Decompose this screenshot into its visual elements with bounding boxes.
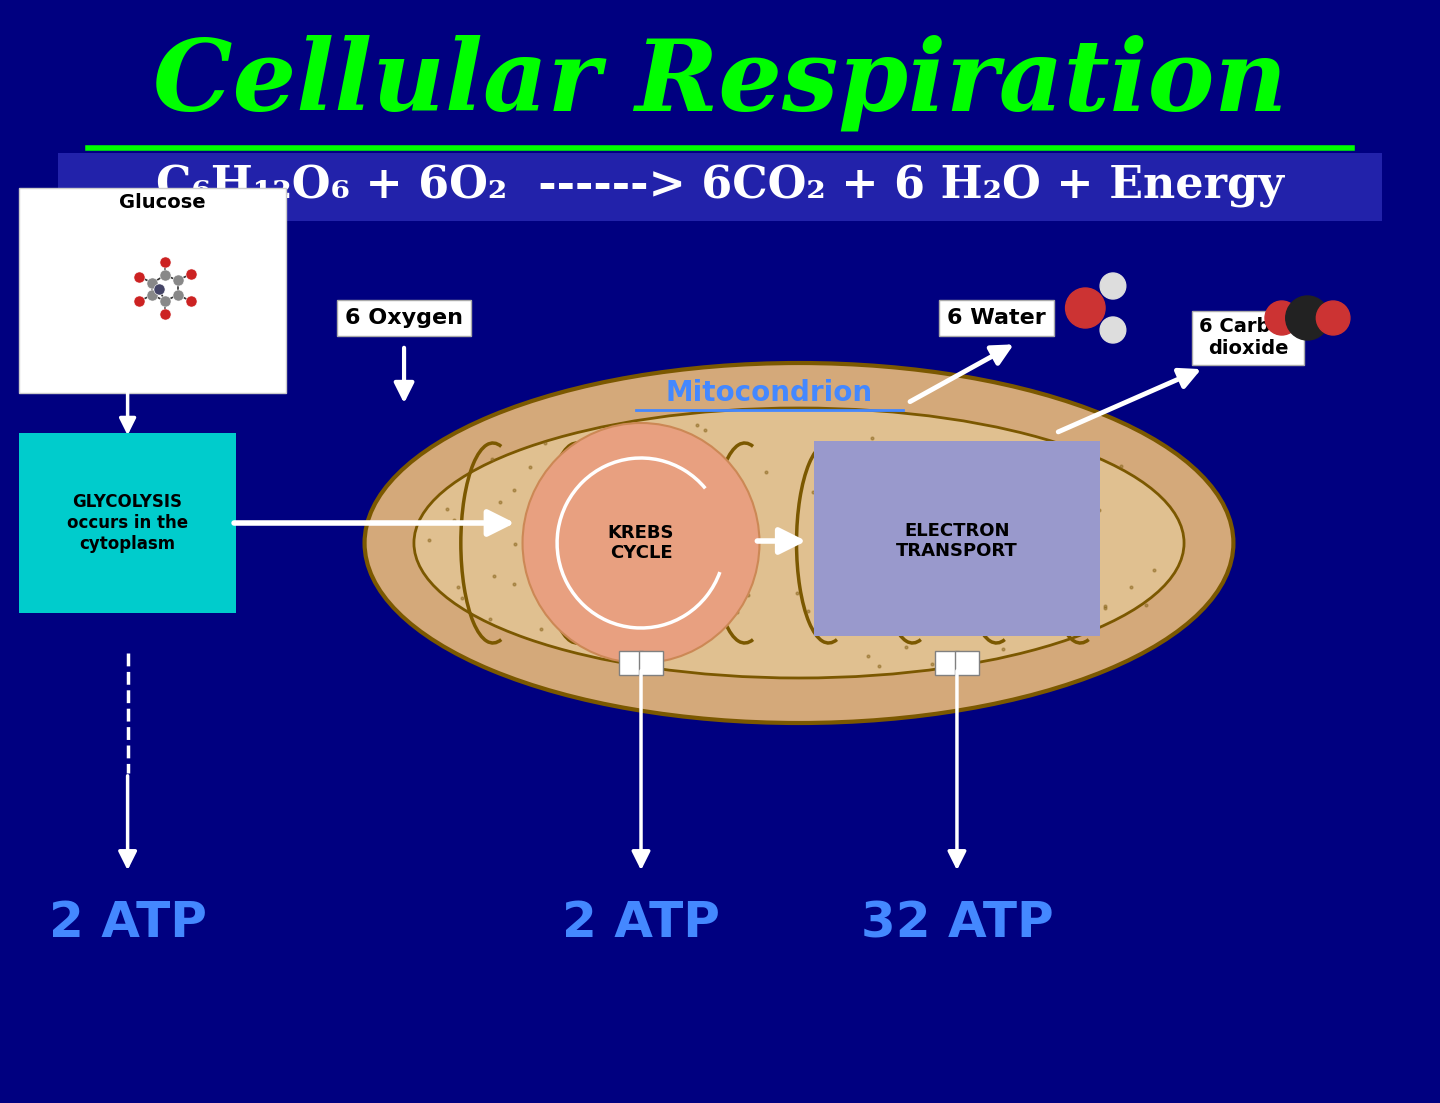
Text: 6 Carbon
dioxide: 6 Carbon dioxide bbox=[1200, 318, 1297, 358]
FancyBboxPatch shape bbox=[955, 651, 979, 675]
Text: KREBS
CYCLE: KREBS CYCLE bbox=[608, 524, 674, 563]
Text: Cellular Respiration: Cellular Respiration bbox=[153, 35, 1287, 131]
Text: 2 ATP: 2 ATP bbox=[49, 899, 206, 947]
Text: Glucose: Glucose bbox=[120, 193, 206, 213]
Ellipse shape bbox=[364, 363, 1234, 722]
Circle shape bbox=[1264, 301, 1299, 335]
Text: Mitocondrion: Mitocondrion bbox=[665, 379, 873, 407]
FancyBboxPatch shape bbox=[619, 651, 644, 675]
FancyBboxPatch shape bbox=[935, 651, 959, 675]
FancyBboxPatch shape bbox=[639, 651, 662, 675]
Circle shape bbox=[1100, 317, 1126, 343]
FancyBboxPatch shape bbox=[19, 433, 236, 613]
Ellipse shape bbox=[413, 408, 1184, 678]
Ellipse shape bbox=[523, 422, 759, 663]
Text: 2 ATP: 2 ATP bbox=[562, 899, 720, 947]
Circle shape bbox=[1066, 288, 1104, 328]
Text: 6 Oxygen: 6 Oxygen bbox=[346, 308, 464, 328]
Circle shape bbox=[1316, 301, 1349, 335]
Text: GLYCOLYSIS
occurs in the
cytoplasm: GLYCOLYSIS occurs in the cytoplasm bbox=[68, 493, 189, 553]
FancyBboxPatch shape bbox=[59, 153, 1381, 221]
Text: C₆H₁₂O₆ + 6O₂  ------> 6CO₂ + 6 H₂O + Energy: C₆H₁₂O₆ + 6O₂ ------> 6CO₂ + 6 H₂O + Ene… bbox=[156, 164, 1284, 207]
Text: 6 Water: 6 Water bbox=[948, 308, 1045, 328]
Circle shape bbox=[1286, 296, 1329, 340]
Text: 32 ATP: 32 ATP bbox=[861, 899, 1053, 947]
FancyBboxPatch shape bbox=[814, 441, 1100, 636]
Text: ELECTRON
TRANSPORT: ELECTRON TRANSPORT bbox=[896, 522, 1018, 560]
Circle shape bbox=[1100, 274, 1126, 299]
FancyBboxPatch shape bbox=[19, 188, 285, 393]
